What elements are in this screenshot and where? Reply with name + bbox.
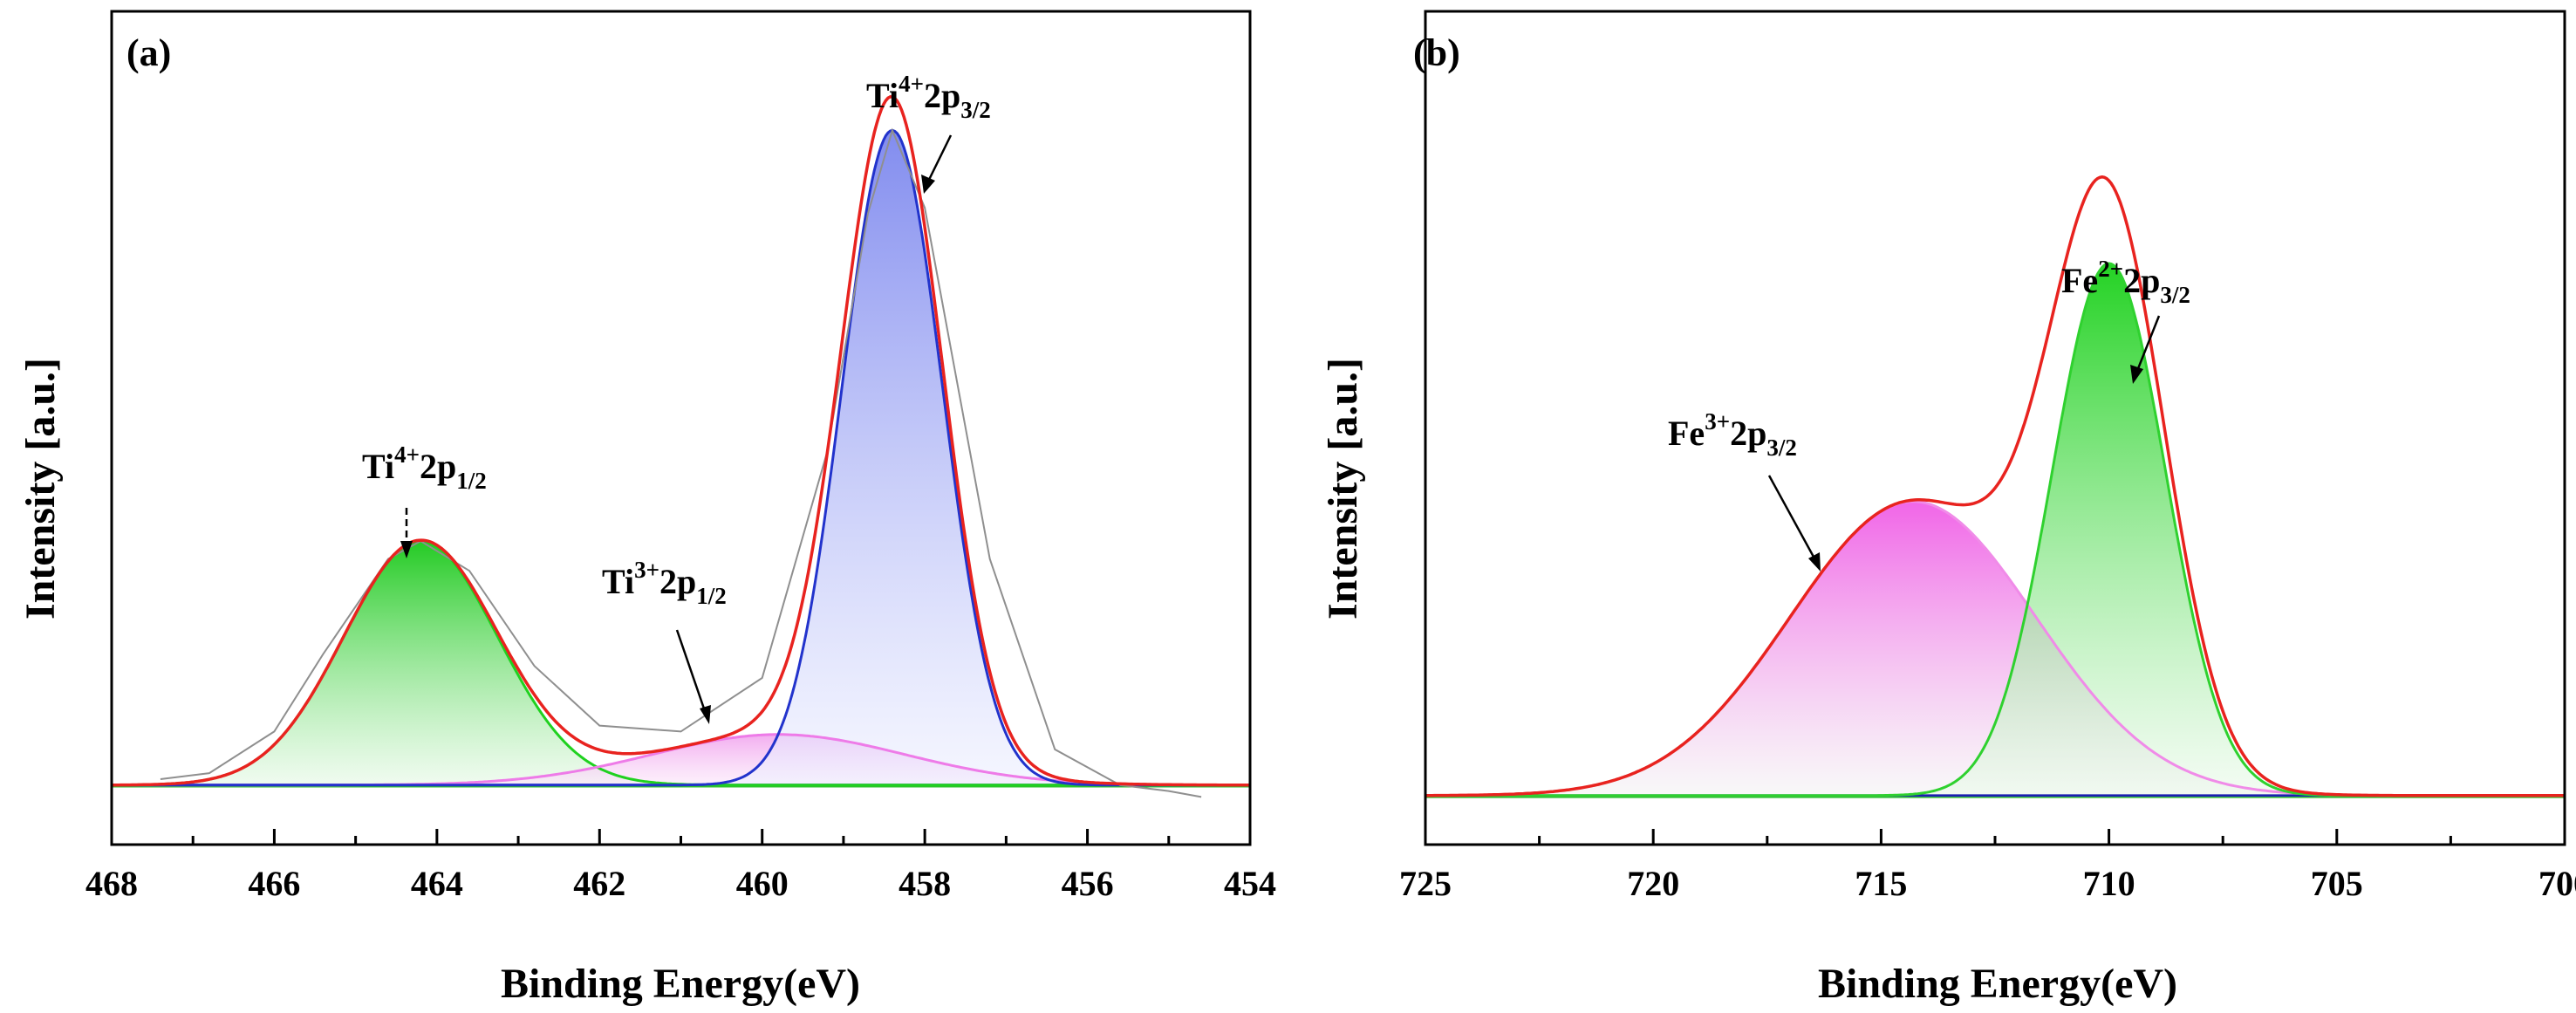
arrow-fe2-2p32 [2135,315,2161,372]
panel-b-component-fills [1425,263,2565,796]
envelope-line-a [112,95,1250,787]
panel-a-x-axis-title: Binding Energy(eV) [501,961,860,1007]
panel-b-label: (b) [1413,31,1460,74]
x-tick-label-a: 456 [1062,864,1114,903]
x-tick-label-b: 725 [1399,864,1452,903]
arrowhead-ti4-2p32 [921,175,935,194]
panel-b: 725 720 715 710 705 700 (b) Binding Energy(eV… [1320,10,2576,1007]
annotation-ti4-2p12: Ti4+2p1/2 [362,441,487,494]
panel-b-y-axis-title: Intensity [a.u.] [1320,358,1366,619]
arrow-ti3-2p12 [675,629,707,712]
arrow-ti4-2p32 [926,134,953,184]
x-tick-label-a: 458 [899,864,951,903]
envelope-line-b [1425,175,2565,797]
arrowhead-fe3-2p32 [1808,552,1821,572]
component-line-a-2 [112,128,1250,787]
annotation-ti3-2p12: Ti3+2p1/2 [602,557,727,609]
panel-a-x-ticks: 468 466 464 462 460 458 456 454 [85,829,1276,903]
arrowhead-ti4-2p12 [400,541,413,558]
component-fill-a-2 [112,130,1250,785]
x-tick-label-a: 468 [85,864,138,903]
arrow-fe3-2p32 [1767,475,1816,559]
x-tick-label-a: 464 [411,864,463,903]
x-tick-label-a: 462 [573,864,625,903]
x-tick-label-b: 705 [2311,864,2363,903]
annotation-fe3-2p32: Fe3+2p3/2 [1668,408,1797,461]
panel-b-x-ticks: 725 720 715 710 705 700 [1399,829,2576,903]
panel-a-y-axis-title: Intensity [a.u.] [17,358,64,619]
arrowhead-ti3-2p12 [700,705,711,724]
panel-a-component-fills [112,130,1250,785]
panel-a-label: (a) [126,31,171,74]
annotation-ti4-2p32: Ti4+2p3/2 [866,71,991,123]
arrowhead-fe2-2p32 [2130,365,2143,384]
x-tick-label-b: 710 [2083,864,2135,903]
x-tick-label-a: 460 [736,864,789,903]
x-tick-label-a: 454 [1224,864,1276,903]
panel-b-x-axis-title: Binding Energy(eV) [1818,961,2177,1007]
panel-a-curves [112,95,1250,798]
x-tick-label-b: 700 [2538,864,2576,903]
panel-b-curves [1425,175,2565,798]
x-tick-label-b: 715 [1855,864,1907,903]
panel-a: 468 466 464 462 460 458 456 454 (a) Binding Ene… [17,10,1276,1007]
annotation-fe2-2p32: Fe2+2p3/2 [2061,256,2190,308]
x-tick-label-a: 466 [248,864,300,903]
raw-data-line-a [160,127,1202,798]
x-tick-label-b: 720 [1627,864,1679,903]
component-fill-a-0 [112,541,1250,785]
